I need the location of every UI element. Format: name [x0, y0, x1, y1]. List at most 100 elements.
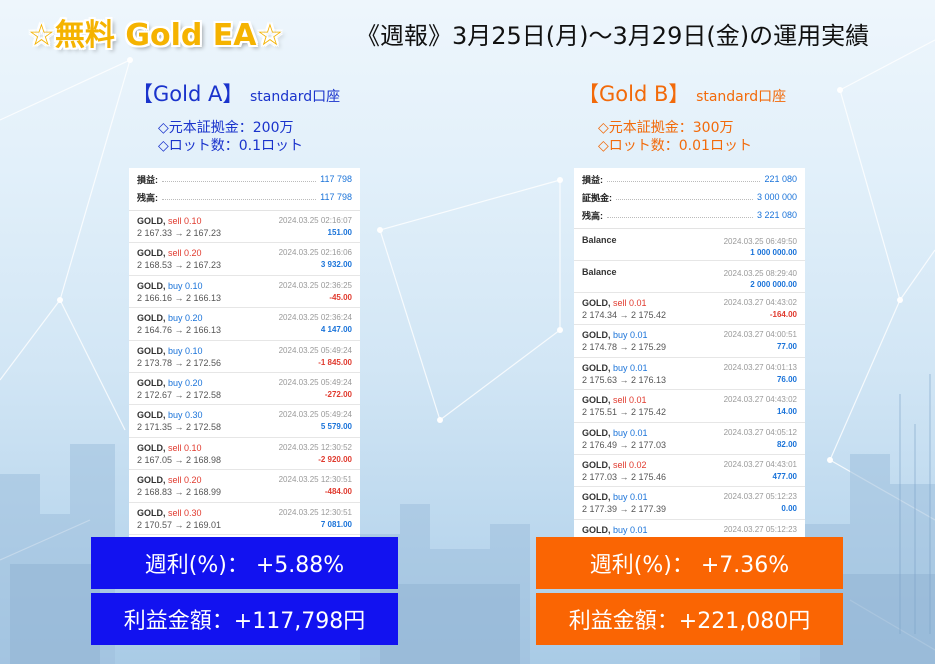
report-period: 《週報》3月25日(月)～3月29日(金)の運用実績 [356, 22, 870, 50]
trade-lot: 0.10 [184, 216, 202, 226]
trade-direction: buy [613, 427, 628, 438]
trade-time: 2024.03.25 05:49:24 [278, 345, 352, 355]
summary-row: 損益: 221 080 [574, 170, 805, 188]
trade-symbol: GOLD, [582, 362, 611, 373]
dotted-leader [607, 216, 753, 218]
trade-lot: 0.01 [630, 362, 648, 373]
summary-label: 損益: [582, 174, 603, 185]
trade-row[interactable]: GOLD, buy 0.10 2 173.78 → 2 172.56 2024.03… [129, 341, 360, 373]
trade-row[interactable]: GOLD, sell 0.20 2 168.53 → 2 167.23 2024.0… [129, 243, 360, 276]
trade-time: 2024.03.27 04:01:13 [723, 362, 797, 372]
trade-direction: sell [168, 216, 182, 226]
summary-value: 221 080 [764, 174, 797, 184]
trade-profit: 0.00 [781, 504, 797, 514]
trade-side: sell 0.20 [168, 248, 202, 258]
trade-profit: 82.00 [776, 439, 797, 449]
gold-b-trade-list[interactable]: GOLD, sell 0.01 2 174.34 → 2 175.42 2024.0… [574, 293, 805, 538]
trade-row[interactable]: GOLD, sell 0.01 2 175.51 → 2 175.42 2024.0… [574, 390, 805, 423]
trade-lot: 0.10 [184, 442, 202, 453]
trade-row[interactable]: GOLD, buy 0.01 2 177.39 → 2 177.39 2024.03… [574, 487, 805, 520]
summary-value: 3 000 000 [756, 192, 797, 202]
balance-row[interactable]: Balance 2024.03.25 06:49:50 1 000 000.00 [574, 229, 805, 261]
trade-direction: buy [613, 524, 628, 535]
gold-b-summary: 損益: 221 080 証拠金: 3 000 000 残高: 3 221 080 [574, 168, 805, 229]
trade-profit: 151.00 [327, 228, 352, 237]
trade-price: 2 172.67 → 2 172.58 [137, 389, 222, 400]
trade-price: 2 171.35 → 2 172.58 [137, 422, 222, 433]
trade-row[interactable]: GOLD, buy 0.20 2 172.67 → 2 172.58 2024.03… [129, 373, 360, 406]
trade-lot: 0.20 [184, 475, 202, 486]
trade-direction: sell [168, 475, 182, 486]
trade-symbol: GOLD, [582, 395, 611, 406]
gold-a-trade-list[interactable]: GOLD, sell 0.10 2 167.33 → 2 167.23 2024.0… [129, 211, 360, 535]
trade-row[interactable]: GOLD, buy 0.01 2 175.63 → 2 176.13 2024.03… [574, 358, 805, 391]
trade-row[interactable]: GOLD, sell 0.10 2 167.05 → 2 168.98 2024.0… [129, 438, 360, 471]
trade-profit: -1 845.00 [318, 357, 352, 367]
trade-row[interactable]: GOLD, sell 0.30 2 170.57 → 2 169.01 2024.0… [129, 503, 360, 535]
trade-side: buy 0.01 [613, 363, 648, 373]
summary-row: 残高: 3 221 080 [574, 206, 805, 224]
trade-row[interactable]: GOLD, buy 0.01 2024.03.27 05:12:23 [574, 520, 805, 538]
gold-a-profit-amount: 利益金額：+117,798円 [123, 609, 366, 634]
trade-symbol-line: GOLD, sell 0.20 [137, 475, 352, 485]
trade-price: 2 176.49 → 2 177.03 [582, 439, 667, 450]
trade-row[interactable]: GOLD, buy 0.20 2 164.76 → 2 166.13 2024.03… [129, 308, 360, 341]
trade-row[interactable]: GOLD, buy 0.01 2 176.49 → 2 177.03 2024.03… [574, 423, 805, 455]
trade-side: sell 0.30 [168, 508, 202, 518]
summary-row: 証拠金: 3 000 000 [574, 188, 805, 206]
gold-a-weekly-rate-box: 週利(%)： +5.88% [91, 537, 398, 589]
trade-direction: buy [168, 345, 183, 356]
trade-profit: -2 920.00 [318, 454, 352, 464]
trade-symbol-line: GOLD, buy 0.01 [582, 330, 797, 340]
trade-price: 2 177.39 → 2 177.39 [582, 504, 667, 515]
balance-label: Balance [582, 267, 617, 277]
trade-direction: buy [168, 280, 183, 291]
trade-side: buy 0.01 [613, 492, 648, 502]
trade-price: 2 175.63 → 2 176.13 [582, 374, 667, 385]
gold-b-title: 【Gold B】 standard口座 [578, 78, 786, 108]
trade-symbol-line: GOLD, sell 0.10 [137, 443, 352, 453]
trade-direction: sell [168, 248, 182, 259]
trade-row[interactable]: GOLD, buy 0.30 2 171.35 → 2 172.58 2024.03… [129, 405, 360, 438]
trade-row[interactable]: GOLD, sell 0.01 2 174.34 → 2 175.42 2024.0… [574, 293, 805, 326]
balance-row[interactable]: Balance 2024.03.25 08:29:40 2 000 000.00 [574, 261, 805, 293]
trade-lot: 0.01 [630, 524, 648, 535]
dotted-leader [162, 198, 317, 200]
trade-side: buy 0.10 [168, 346, 203, 356]
trade-time: 2024.03.27 04:43:01 [723, 459, 797, 469]
trade-symbol-line: GOLD, buy 0.01 [582, 492, 797, 502]
trade-lot: 0.01 [630, 330, 648, 341]
gold-a-weekly-rate: 週利(%)： +5.88% [144, 553, 345, 578]
trade-lot: 0.02 [629, 459, 647, 470]
trade-row[interactable]: GOLD, buy 0.10 2 166.16 → 2 166.13 2024.03… [129, 276, 360, 309]
trade-row[interactable]: GOLD, sell 0.20 2 168.83 → 2 168.99 2024.0… [129, 470, 360, 503]
trade-symbol: GOLD, [582, 524, 611, 535]
trade-row[interactable]: GOLD, buy 0.01 2 174.78 → 2 175.29 2024.03… [574, 325, 805, 358]
gold-a-trade-history[interactable]: 損益: 117 798 残高: 117 798 GOLD, sell 0.10 2 16… [129, 168, 360, 538]
trade-row[interactable]: GOLD, sell 0.10 2 167.33 → 2 167.23 2024.0… [129, 211, 360, 244]
trade-symbol-line: GOLD, sell 0.02 [582, 460, 797, 470]
trade-symbol-line: GOLD, sell 0.01 [582, 395, 797, 405]
trade-symbol-line: GOLD, sell 0.30 [137, 508, 352, 518]
trade-symbol-line: GOLD, buy 0.30 [137, 410, 352, 420]
trade-direction: buy [613, 330, 628, 341]
trade-row[interactable]: GOLD, sell 0.02 2 177.03 → 2 175.46 2024.0… [574, 455, 805, 488]
gold-b-profit-box: 利益金額：+221,080円 [536, 593, 843, 645]
trade-symbol: GOLD, [582, 492, 611, 503]
trade-direction: sell [613, 298, 627, 308]
trade-price: 2 168.53 → 2 167.23 [137, 260, 222, 271]
trade-direction: buy [168, 377, 183, 388]
summary-value: 3 221 080 [756, 210, 797, 220]
trade-lot: 0.30 [185, 410, 203, 421]
trade-direction: buy [613, 362, 628, 373]
gold-b-trade-history[interactable]: 損益: 221 080 証拠金: 3 000 000 残高: 3 221 080 Bala… [574, 168, 805, 538]
trade-symbol-line: GOLD, buy 0.10 [137, 281, 352, 291]
trade-price: 2 175.51 → 2 175.42 [582, 407, 667, 418]
trade-direction: buy [613, 492, 628, 503]
trade-price: 2 167.33 → 2 167.23 [137, 228, 222, 238]
trade-profit: -272.00 [324, 389, 352, 399]
gold-a-info: ◇元本証拠金：200万 ◇ロット数：0.1ロット [158, 119, 303, 155]
gold-b-weekly-rate-box: 週利(%)： +7.36% [536, 537, 843, 589]
trade-lot: 0.10 [185, 345, 203, 356]
trade-price: 2 166.16 → 2 166.13 [137, 292, 222, 303]
